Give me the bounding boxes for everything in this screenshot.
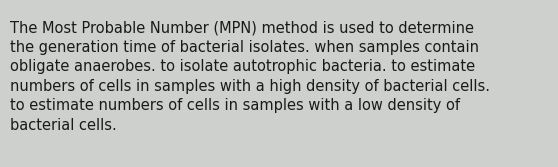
Text: The Most Probable Number (MPN) method is used to determine
the generation time o: The Most Probable Number (MPN) method is… <box>10 20 490 133</box>
